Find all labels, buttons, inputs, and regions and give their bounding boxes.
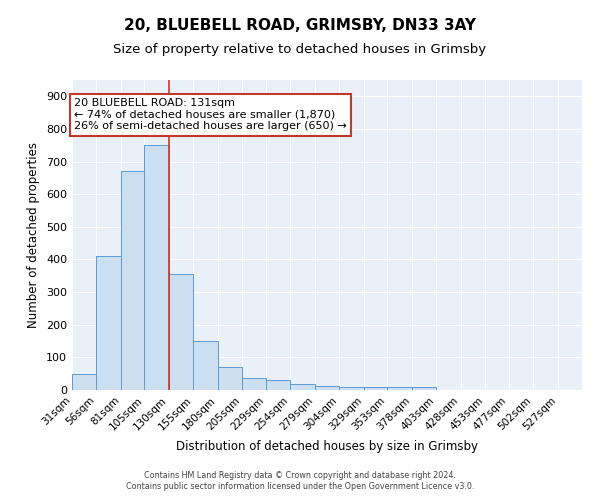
Bar bbox=[364, 388, 387, 390]
Bar bbox=[97, 256, 121, 390]
Text: 20 BLUEBELL ROAD: 131sqm
← 74% of detached houses are smaller (1,870)
26% of sem: 20 BLUEBELL ROAD: 131sqm ← 74% of detach… bbox=[74, 98, 347, 131]
Bar bbox=[315, 386, 339, 390]
Bar bbox=[290, 384, 315, 390]
Text: Contains public sector information licensed under the Open Government Licence v3: Contains public sector information licen… bbox=[126, 482, 474, 491]
Bar bbox=[242, 378, 266, 390]
Bar bbox=[121, 172, 145, 390]
Y-axis label: Number of detached properties: Number of detached properties bbox=[28, 142, 40, 328]
Bar bbox=[169, 274, 193, 390]
Text: Contains HM Land Registry data © Crown copyright and database right 2024.: Contains HM Land Registry data © Crown c… bbox=[144, 471, 456, 480]
Bar bbox=[145, 146, 169, 390]
Bar bbox=[72, 374, 97, 390]
Bar bbox=[218, 367, 242, 390]
Text: Size of property relative to detached houses in Grimsby: Size of property relative to detached ho… bbox=[113, 42, 487, 56]
Bar bbox=[266, 380, 290, 390]
Bar bbox=[193, 341, 218, 390]
X-axis label: Distribution of detached houses by size in Grimsby: Distribution of detached houses by size … bbox=[176, 440, 478, 453]
Bar bbox=[387, 388, 412, 390]
Text: 20, BLUEBELL ROAD, GRIMSBY, DN33 3AY: 20, BLUEBELL ROAD, GRIMSBY, DN33 3AY bbox=[124, 18, 476, 32]
Bar bbox=[339, 388, 364, 390]
Bar bbox=[412, 388, 436, 390]
